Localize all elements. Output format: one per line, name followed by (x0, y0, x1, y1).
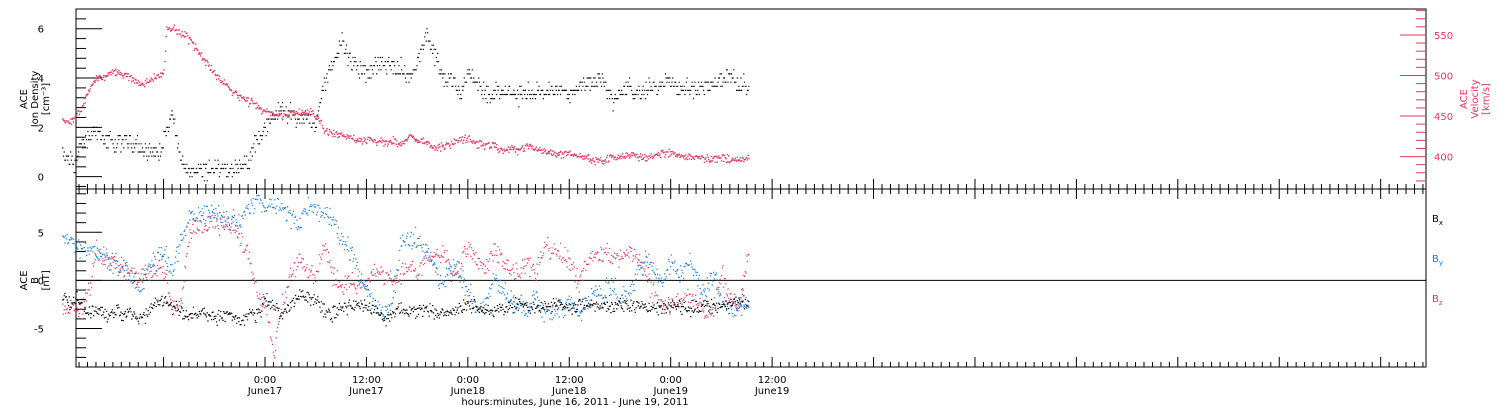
legend-bz: Bz (1432, 294, 1443, 307)
x-axis-title: hours:minutes, June 16, 2011 - June 19, … (461, 397, 688, 408)
velocity-label-line: Velocity (1470, 79, 1481, 118)
top-series (62, 24, 750, 182)
density-label-line: Ion Density (30, 71, 41, 128)
b-tick-label: 5 (38, 228, 44, 239)
time-tick-label: 0:00 (457, 375, 479, 386)
density-tick-label: 4 (38, 74, 44, 85)
date-tick-label: June17 (247, 386, 283, 397)
bx-series (62, 289, 750, 327)
legend-by: By (1432, 254, 1443, 267)
velocity-label-line: ACE (1459, 89, 1470, 109)
b-tick-label: -5 (34, 325, 44, 336)
density-axis-label: ACE Ion Density [cm⁻³] (19, 71, 52, 128)
magnetic-field-axis: -5 0 5 (34, 193, 102, 368)
density-tick-label: 6 (38, 25, 44, 36)
time-tick-label: 0:00 (659, 375, 681, 386)
b-label-line: B (30, 277, 41, 284)
date-tick-label: June18 (551, 386, 587, 397)
density-tick-label: 2 (38, 123, 44, 134)
time-axis: 0:00June1712:00June170:00June1812:00June… (78, 179, 1424, 397)
velocity-label-line: [km/s] (1481, 83, 1492, 115)
bz-series (62, 212, 750, 359)
bottom-series (62, 194, 750, 359)
b-tick-label: 0 (38, 276, 44, 287)
ion-density-series (62, 28, 750, 182)
legend-by-sub: y (1439, 259, 1443, 267)
legend-bz-base: B (1432, 294, 1439, 305)
legend-bz-sub: z (1439, 299, 1443, 307)
density-label-line: ACE (19, 89, 30, 109)
density-axis: 0 2 4 6 (38, 18, 102, 188)
by-series (62, 194, 750, 323)
legend-bx: Bx (1432, 214, 1443, 227)
velocity-tick-label: 400 (1434, 153, 1453, 164)
velocity-axis-label: ACE Velocity [km/s] (1459, 79, 1492, 118)
velocity-tick-label: 550 (1434, 31, 1453, 42)
top-panel-frame (75, 8, 1427, 190)
date-tick-label: June19 (652, 386, 688, 397)
velocity-series (62, 24, 750, 166)
velocity-tick-label: 450 (1434, 112, 1453, 123)
b-label-line: [nT] (41, 270, 52, 290)
date-tick-label: June17 (348, 386, 384, 397)
time-tick-label: 12:00 (352, 375, 381, 386)
date-tick-label: June19 (754, 386, 790, 397)
velocity-tick-label: 500 (1434, 71, 1453, 82)
date-tick-label: June18 (450, 386, 486, 397)
velocity-axis: 400 450 500 550 (1400, 10, 1453, 182)
legend-by-base: B (1432, 254, 1439, 265)
legend-bx-sub: x (1439, 219, 1443, 227)
legend-bx-base: B (1432, 214, 1439, 225)
time-tick-label: 12:00 (758, 375, 787, 386)
b-label-line: ACE (19, 270, 30, 290)
magnetic-field-axis-label: ACE B [nT] (19, 270, 52, 290)
time-tick-label: 0:00 (254, 375, 276, 386)
density-tick-label: 0 (38, 173, 44, 184)
bottom-panel-frame (75, 188, 1427, 368)
time-tick-label: 12:00 (555, 375, 584, 386)
density-label-line: [cm⁻³] (41, 83, 52, 115)
